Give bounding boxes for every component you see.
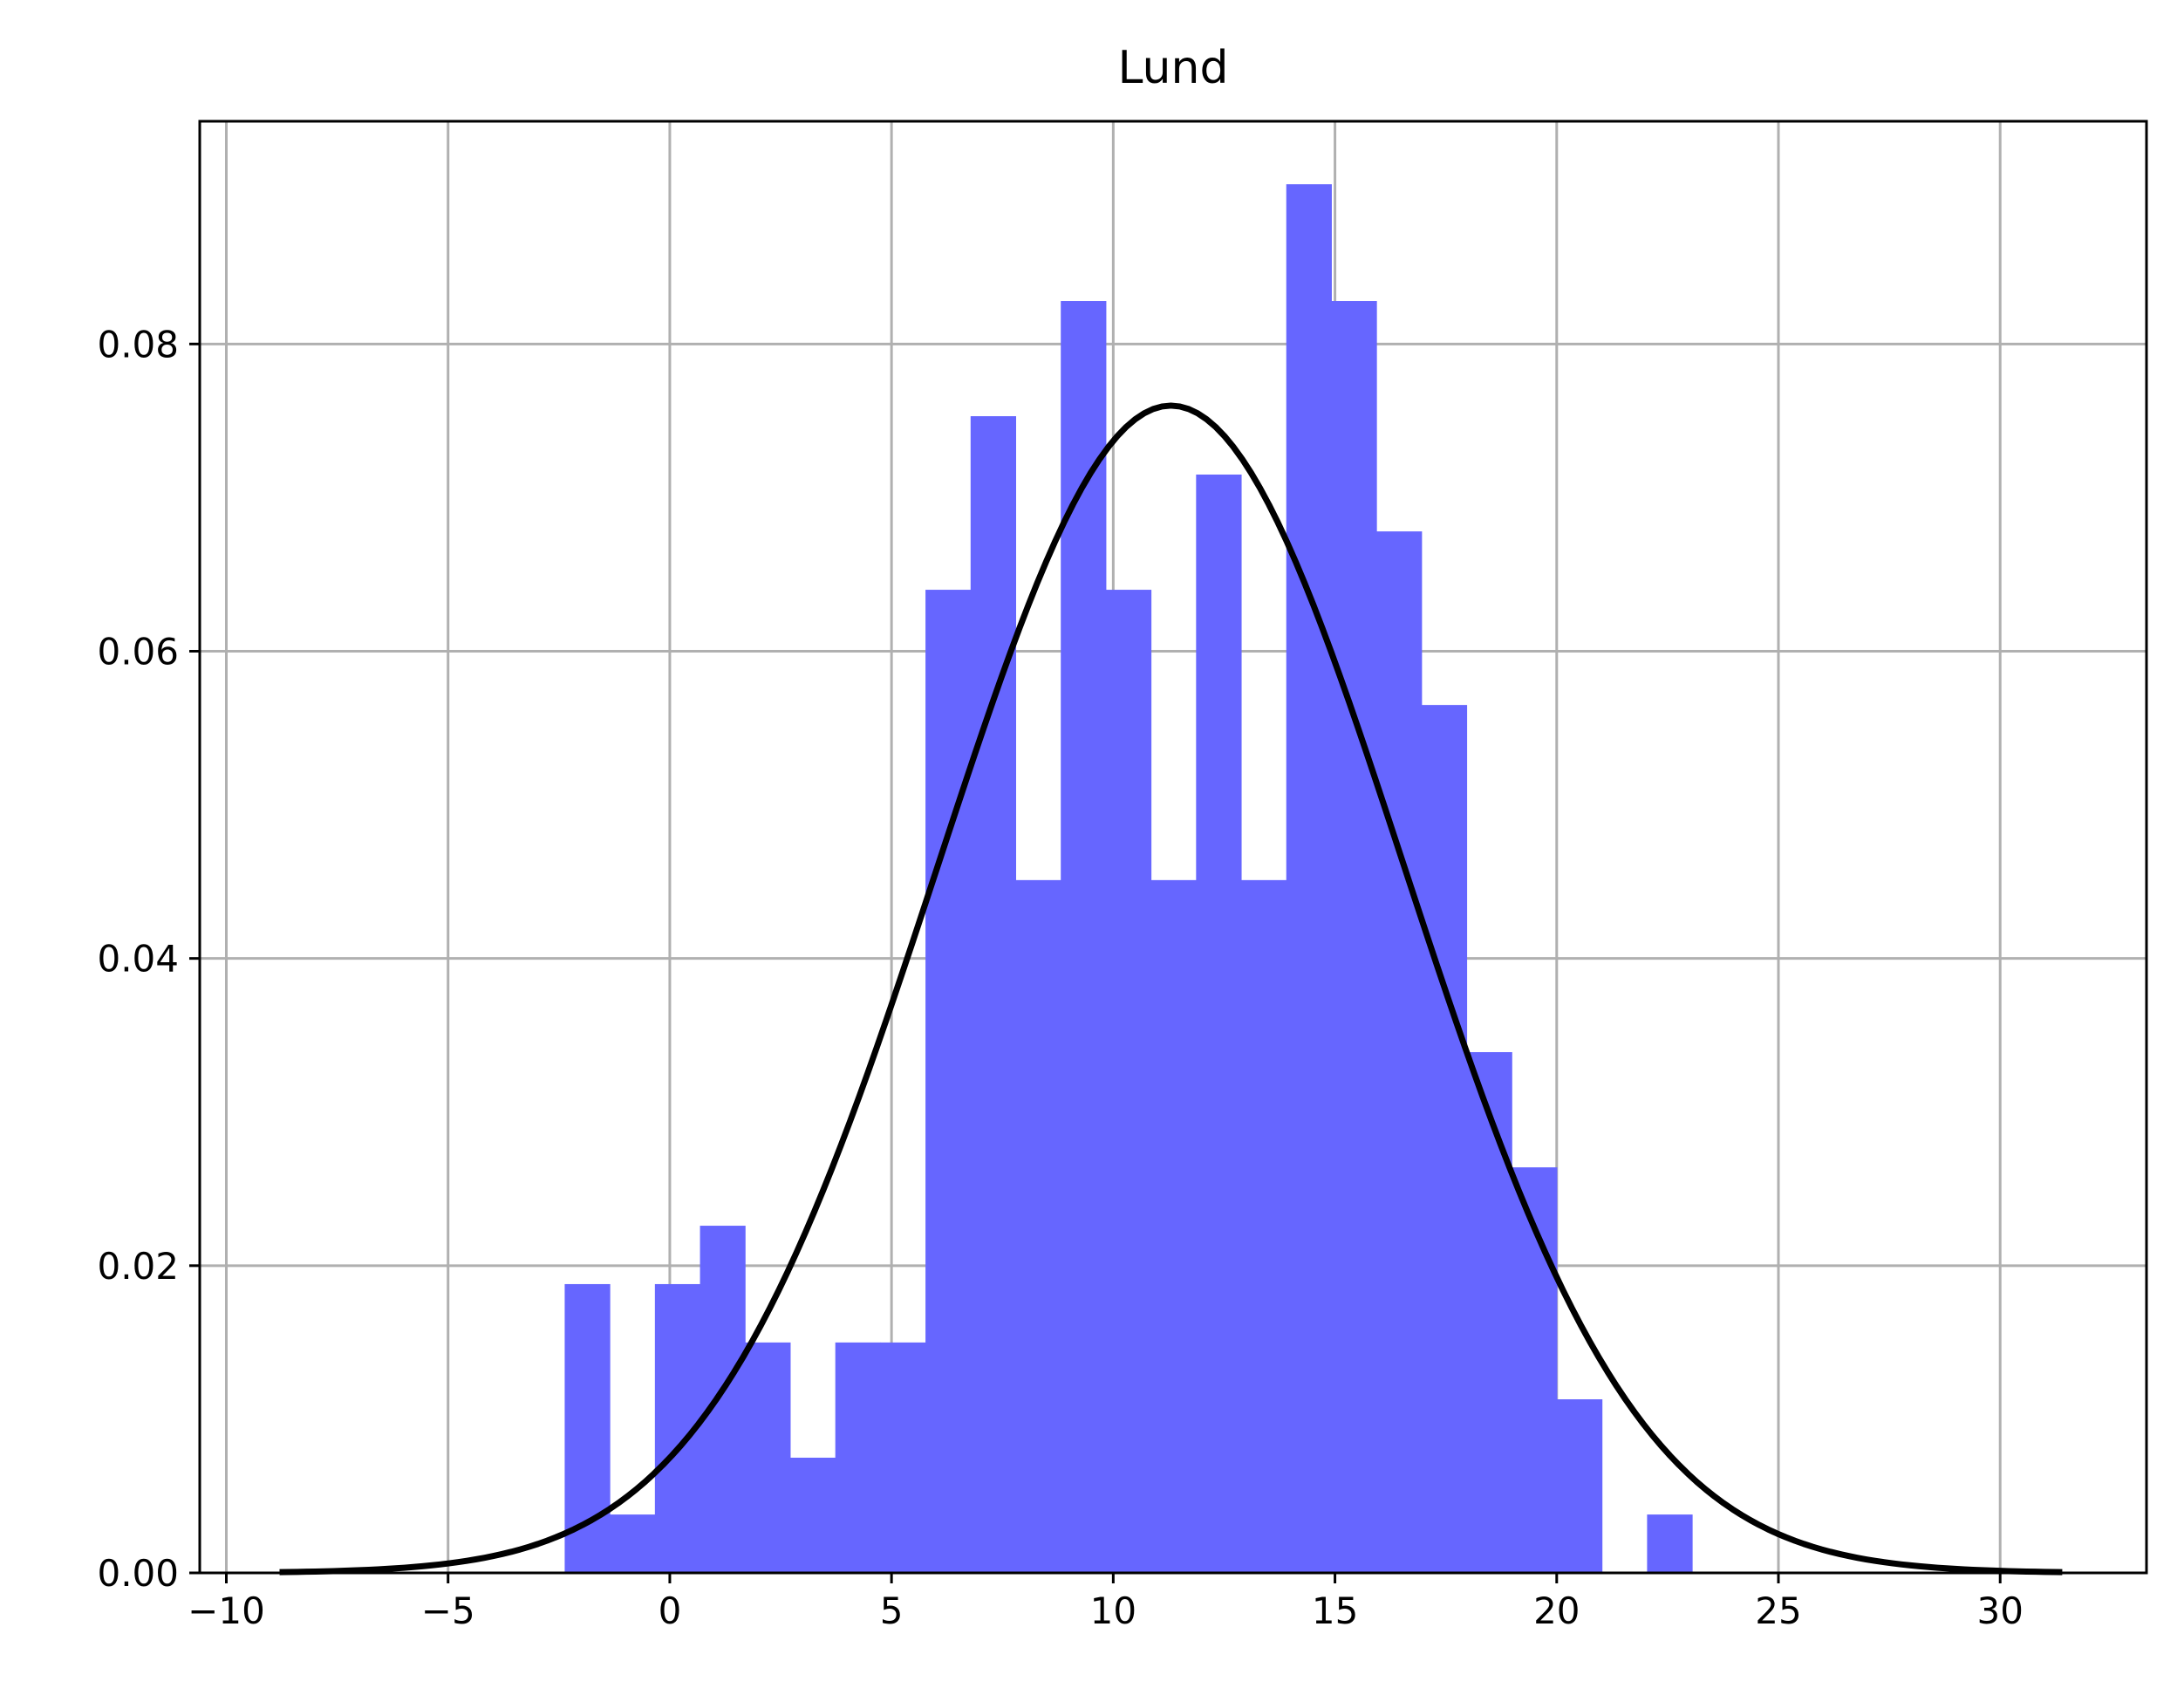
histogram-bar xyxy=(745,1342,791,1573)
histogram-bar xyxy=(925,590,972,1573)
x-tick-label: 15 xyxy=(1312,1589,1358,1632)
y-tick-label: 0.04 xyxy=(97,938,179,981)
y-tick-label: 0.00 xyxy=(97,1552,179,1595)
x-tick-label: 5 xyxy=(880,1589,904,1632)
chart-title: Lund xyxy=(1118,42,1229,94)
histogram-bar xyxy=(1150,879,1197,1573)
histogram-bar xyxy=(610,1514,656,1573)
x-tick-label: 30 xyxy=(1976,1589,2023,1632)
x-axis-ticks: −10 −5 0 5 10 15 20 25 30 xyxy=(188,1573,2024,1632)
histogram-bar xyxy=(1421,705,1468,1573)
y-tick-label: 0.06 xyxy=(97,630,179,673)
histogram-bar xyxy=(835,1342,881,1573)
histogram-bar xyxy=(700,1226,746,1573)
histogram-bar xyxy=(1466,1052,1512,1573)
histogram-bar xyxy=(1286,184,1332,1573)
histogram-bar xyxy=(789,1457,836,1573)
x-tick-label: 20 xyxy=(1533,1589,1580,1632)
x-tick-label: −10 xyxy=(188,1589,265,1632)
y-tick-label: 0.02 xyxy=(97,1245,179,1288)
histogram-bar xyxy=(1376,531,1423,1574)
normal-fit-curve xyxy=(279,402,2063,1576)
histogram-bar xyxy=(1196,474,1242,1574)
y-tick-label: 0.08 xyxy=(97,323,179,366)
histogram-bar xyxy=(1241,879,1287,1573)
x-tick-label: 25 xyxy=(1755,1589,1801,1632)
histogram-bar xyxy=(970,416,1017,1574)
x-tick-label: 10 xyxy=(1090,1589,1136,1632)
histogram-bar xyxy=(1556,1399,1603,1573)
histogram-bar xyxy=(1061,301,1107,1573)
histogram-bar xyxy=(1331,301,1377,1573)
x-tick-label: −5 xyxy=(421,1589,475,1632)
histogram-bar xyxy=(1015,879,1061,1573)
plot-area-frame xyxy=(198,120,2148,1575)
x-tick-label: 0 xyxy=(659,1589,682,1632)
histogram-bar xyxy=(1647,1514,1693,1573)
histogram-bar xyxy=(1105,590,1152,1573)
histogram-bar xyxy=(880,1342,926,1573)
histogram-bars xyxy=(564,184,1693,1574)
y-axis-ticks: 0.00 0.02 0.04 0.06 0.08 xyxy=(97,323,200,1595)
